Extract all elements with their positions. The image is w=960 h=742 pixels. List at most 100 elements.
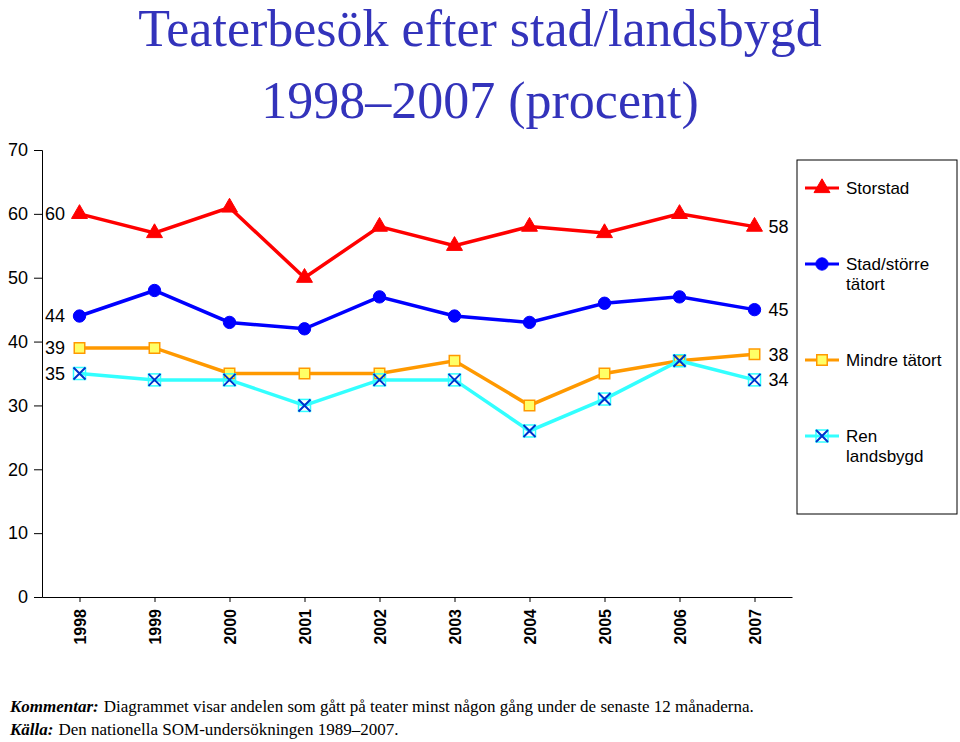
legend-symbol-box: [816, 430, 828, 442]
point: [222, 198, 238, 212]
data-label: 58: [769, 217, 789, 237]
data-label: 60: [45, 204, 65, 224]
y-tick-label: 10: [8, 523, 28, 543]
marker-box: [149, 374, 161, 386]
legend-marker: [814, 179, 830, 193]
y-tick-mark: [34, 469, 42, 470]
note-text: Den nationella SOM-undersökningen 1989–2…: [58, 720, 398, 739]
x-tick-label: 1998: [72, 609, 89, 645]
legend-symbol: [814, 179, 830, 193]
point: [598, 297, 610, 309]
x-tick-label: 2005: [597, 609, 614, 645]
series-line: [80, 361, 755, 431]
marker: [447, 237, 463, 251]
x-tick: 2001: [297, 597, 314, 645]
y-tick-label: 60: [8, 204, 28, 224]
data-label: 44: [45, 306, 65, 326]
data-label: 38: [769, 345, 789, 365]
marker: [747, 217, 763, 231]
x-tick: 2000: [222, 597, 239, 645]
point: [599, 368, 609, 378]
point: [147, 224, 163, 238]
data-label: 34: [769, 370, 789, 390]
x-tick-mark: [305, 597, 306, 602]
legend: Storstad Stad/störretätort Mindre tätort Re…: [797, 160, 957, 514]
series-line: [80, 207, 755, 277]
x-tick-label: 2002: [372, 609, 389, 645]
point: [224, 374, 236, 386]
point: [447, 237, 463, 251]
marker: [148, 284, 160, 296]
marker: [299, 368, 309, 378]
point: [149, 374, 161, 386]
x-tick-mark: [530, 597, 531, 602]
point: [749, 349, 759, 359]
legend-label: Storstad: [846, 179, 909, 198]
x-tick-mark: [455, 597, 456, 602]
marker: [224, 374, 236, 386]
point: [74, 343, 84, 353]
point: [524, 400, 534, 410]
marker: [223, 316, 235, 328]
y-tick: 60: [8, 204, 42, 224]
x-tick-label: 2004: [522, 609, 539, 645]
marker-box: [74, 368, 86, 380]
x-tick: 2007: [747, 597, 764, 645]
point: [374, 374, 386, 386]
marker: [299, 399, 311, 411]
marker: [524, 425, 536, 437]
x-tick-label: 2006: [672, 609, 689, 645]
x-tick-label: 1999: [147, 609, 164, 645]
marker: [298, 323, 310, 335]
x-tick: 2004: [522, 597, 539, 645]
point: [299, 399, 311, 411]
x-tick: 2003: [447, 597, 464, 645]
y-tick: 0: [18, 587, 42, 607]
data-label: 45: [769, 300, 789, 320]
marker: [523, 316, 535, 328]
legend-symbol: [817, 355, 827, 365]
x-tick: 2002: [372, 597, 389, 645]
legend-marker: [817, 355, 827, 365]
x-tick-mark: [605, 597, 606, 602]
marker: [673, 291, 685, 303]
marker: [524, 400, 534, 410]
x-tick-mark: [755, 597, 756, 602]
marker: [449, 374, 461, 386]
note-lead: Källa:: [9, 720, 53, 739]
point: [449, 374, 461, 386]
x-tick-label: 2007: [747, 609, 764, 645]
point: [524, 425, 536, 437]
data-label: 35: [45, 364, 65, 384]
x-tick-label: 2003: [447, 609, 464, 645]
point: [597, 224, 613, 238]
point: [373, 291, 385, 303]
point: [72, 205, 88, 219]
point: [73, 310, 85, 322]
legend-label: Mindre tätort: [846, 351, 942, 370]
legend-label: Stad/störretätort: [846, 255, 929, 294]
y-tick: 50: [8, 268, 42, 288]
marker: [73, 310, 85, 322]
x-tick: 1998: [72, 597, 89, 645]
y-tick: 10: [8, 523, 42, 543]
point: [749, 374, 761, 386]
y-tick: 20: [8, 460, 42, 480]
x-tick: 2006: [672, 597, 689, 645]
marker: [74, 343, 84, 353]
y-tick-mark: [34, 597, 42, 598]
title: Teaterbesök efter stad/landsbygd: [138, 0, 822, 57]
legend-item: Renlandsbygd: [805, 427, 924, 466]
marker: [597, 224, 613, 238]
data-label: 39: [45, 338, 65, 358]
y-tick-label: 40: [8, 332, 28, 352]
marker: [522, 217, 538, 231]
marker-box: [299, 399, 311, 411]
point: [599, 393, 611, 405]
marker: [449, 355, 459, 365]
point: [148, 284, 160, 296]
point: [299, 368, 309, 378]
point: [523, 316, 535, 328]
marker: [749, 349, 759, 359]
x-tick-label: 2001: [297, 609, 314, 645]
